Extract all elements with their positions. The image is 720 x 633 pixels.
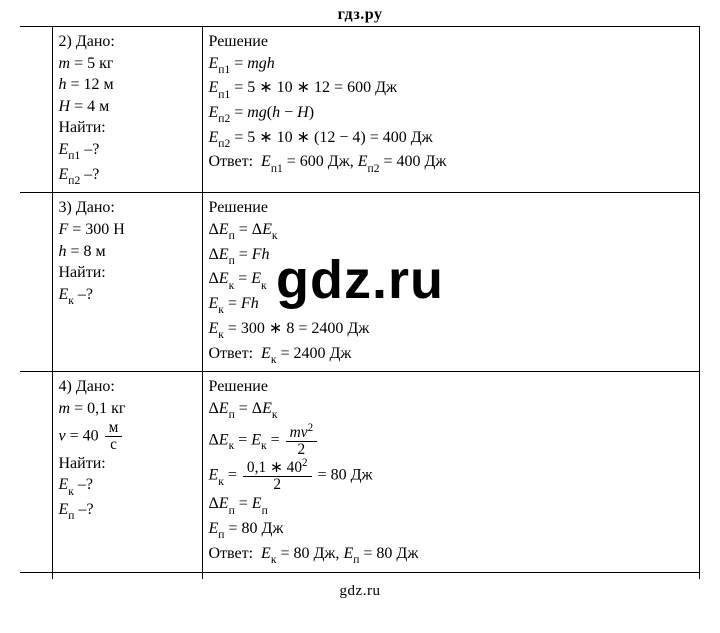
answer-line: Ответ: Eк = 2400 Дж: [209, 343, 694, 368]
given-line: H = 4 м: [59, 96, 196, 118]
physics-table: 2) Дано: m = 5 кг h = 12 м H = 4 м Найти…: [20, 26, 700, 579]
solution-line: Eп1 = mgh: [209, 53, 694, 78]
tail-cell: [202, 572, 700, 579]
solution-line: Eк = Fh: [209, 293, 694, 318]
given-line: m = 0,1 кг: [59, 398, 196, 420]
solution-line: ΔEп = Fh: [209, 244, 694, 269]
stub-cell: [20, 372, 52, 572]
table-tail-row: [20, 572, 700, 579]
table-row: 4) Дано: m = 0,1 кг v = 40 мс Найти: Eк …: [20, 372, 700, 572]
page-footer: gdz.ru: [0, 579, 720, 606]
solution-line: Eк = 300 ∗ 8 = 2400 Дж: [209, 318, 694, 343]
given-line: m = 5 кг: [59, 53, 196, 75]
find-line: Eк –?: [59, 474, 196, 499]
solution-line: Eп1 = 5 ∗ 10 ∗ 12 = 600 Дж: [209, 77, 694, 102]
solution-line: Eп = 80 Дж: [209, 518, 694, 543]
find-line: Eп –?: [59, 499, 196, 524]
given-line: F = 300 Н: [59, 219, 196, 241]
find-line: Eп1 –?: [59, 139, 196, 164]
solution-cell: Решение Eп1 = mgh Eп1 = 5 ∗ 10 ∗ 12 = 60…: [202, 27, 700, 193]
solution-line: ΔEк = Eк: [209, 268, 694, 293]
find-line: Eп2 –?: [59, 164, 196, 189]
find-label: Найти:: [59, 117, 196, 139]
answer-line: Ответ: Eп1 = 600 Дж, Eп2 = 400 Дж: [209, 151, 694, 176]
given-cell: 2) Дано: m = 5 кг h = 12 м H = 4 м Найти…: [52, 27, 202, 193]
solution-line: Eк = 0,1 ∗ 4022 = 80 Дж: [209, 458, 694, 493]
given-label: 3) Дано:: [59, 197, 196, 219]
tail-cell: [52, 572, 202, 579]
answer-label: Ответ:: [209, 153, 254, 170]
given-line: h = 12 м: [59, 74, 196, 96]
given-line: v = 40 мс: [59, 420, 196, 453]
given-label: 2) Дано:: [59, 31, 196, 53]
solution-line: ΔEп = Eп: [209, 493, 694, 518]
find-line: Eк –?: [59, 284, 196, 309]
stub-cell: [20, 572, 52, 579]
given-cell: 4) Дано: m = 0,1 кг v = 40 мс Найти: Eк …: [52, 372, 202, 572]
solution-cell: Решение ΔEп = ΔEк ΔEк = Eк = mv22 Eк = 0…: [202, 372, 700, 572]
given-cell: 3) Дано: F = 300 Н h = 8 м Найти: Eк –?: [52, 193, 202, 372]
answer-line: Ответ: Eк = 80 Дж, Eп = 80 Дж: [209, 543, 694, 568]
solution-line: ΔEп = ΔEк: [209, 219, 694, 244]
given-label: 4) Дано:: [59, 376, 196, 398]
solution-cell: Решение ΔEп = ΔEк ΔEп = Fh ΔEк = Eк Eк =…: [202, 193, 700, 372]
stub-cell: [20, 27, 52, 193]
solution-line: Eп2 = mg(h − H): [209, 102, 694, 127]
find-label: Найти:: [59, 453, 196, 475]
stub-cell: [20, 193, 52, 372]
answer-label: Ответ:: [209, 345, 254, 362]
solution-label: Решение: [209, 197, 694, 219]
solution-label: Решение: [209, 31, 694, 53]
content-wrap: gdz.ru 2) Дано: m = 5 кг h = 12 м H = 4 …: [0, 26, 720, 579]
find-label: Найти:: [59, 262, 196, 284]
solution-line: Eп2 = 5 ∗ 10 ∗ (12 − 4) = 400 Дж: [209, 127, 694, 152]
answer-label: Ответ:: [209, 545, 254, 562]
table-row: 2) Дано: m = 5 кг h = 12 м H = 4 м Найти…: [20, 27, 700, 193]
page-header: гдз.ру: [0, 0, 720, 26]
solution-line: ΔEп = ΔEк: [209, 398, 694, 423]
table-row: 3) Дано: F = 300 Н h = 8 м Найти: Eк –? …: [20, 193, 700, 372]
solution-line: ΔEк = Eк = mv22: [209, 423, 694, 458]
given-line: h = 8 м: [59, 241, 196, 263]
solution-label: Решение: [209, 376, 694, 398]
